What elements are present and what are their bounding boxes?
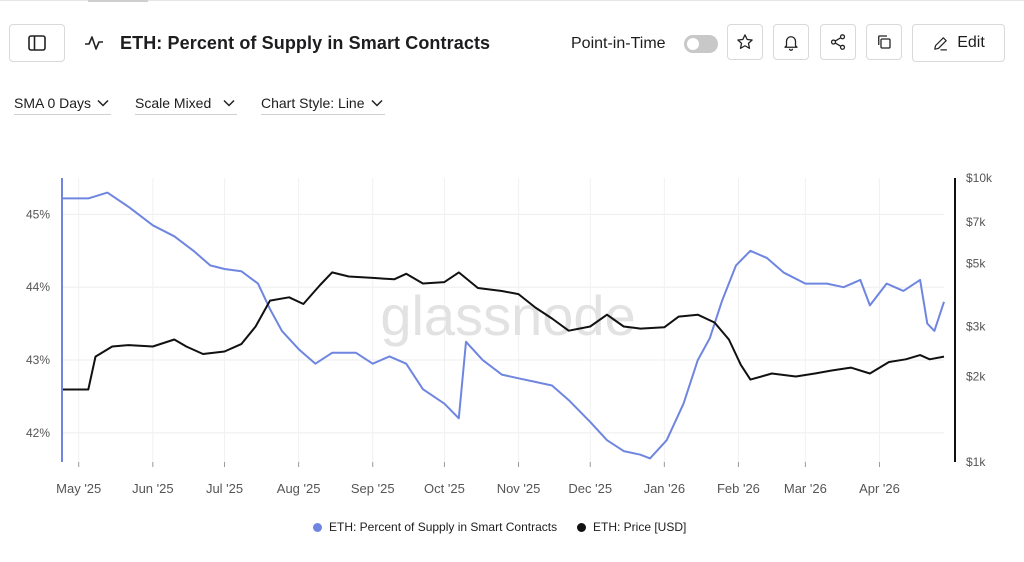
- chevron-down-icon: [370, 99, 383, 107]
- x-tick-label: Jan '26: [644, 481, 686, 496]
- toggle-knob: [687, 38, 699, 50]
- star-icon: [737, 34, 753, 49]
- chart-header: ETH: Percent of Supply in Smart Contract…: [0, 24, 1024, 66]
- sma-label: SMA 0 Days: [14, 95, 92, 111]
- x-tick-label: Jun '25: [132, 481, 174, 496]
- sidebar-icon: [28, 35, 46, 51]
- chart-plot[interactable]: glassnode 42%43%44%45% $1k$2k$3k$5k$7k$1…: [0, 160, 1024, 500]
- chart-style-label: Chart Style: Line: [261, 95, 365, 111]
- top-border: [0, 0, 1024, 1]
- chevron-down-icon: [97, 99, 109, 107]
- right-tick-label: $5k: [966, 256, 986, 270]
- favorite-button[interactable]: [727, 24, 763, 60]
- left-tick-label: 45%: [26, 207, 50, 221]
- x-tick-label: May '25: [56, 481, 101, 496]
- toggle-sidebar-button[interactable]: [9, 24, 65, 62]
- x-tick-label: Nov '25: [497, 481, 541, 496]
- legend-dot-supply: [313, 522, 322, 532]
- sma-dropdown[interactable]: SMA 0 Days: [14, 92, 112, 115]
- share-button[interactable]: [820, 24, 856, 60]
- left-tick-label: 44%: [26, 280, 50, 294]
- right-axis-ticks: $1k $2k $3k $5k $7k $10k: [966, 171, 993, 469]
- right-tick-label: $2k: [966, 370, 986, 384]
- chart-style-dropdown[interactable]: Chart Style: Line: [261, 92, 385, 115]
- copy-icon: [878, 35, 891, 49]
- legend-dot-price: [577, 522, 586, 532]
- grid-lines: [62, 178, 944, 462]
- supply-series-line: [62, 191, 945, 460]
- x-tick-label: Feb '26: [717, 481, 760, 496]
- series-lines: [62, 191, 945, 460]
- chevron-down-icon: [223, 99, 235, 107]
- right-tick-label: $1k: [966, 455, 986, 469]
- left-tick-label: 42%: [26, 426, 50, 440]
- chart-legend: ETH: Percent of Supply in Smart Contract…: [0, 520, 1024, 540]
- x-tick-label: Aug '25: [277, 481, 321, 496]
- bell-icon: [784, 36, 798, 51]
- scale-dropdown[interactable]: Scale Mixed: [135, 92, 238, 115]
- duplicate-button[interactable]: [866, 24, 902, 60]
- legend-label-supply: ETH: Percent of Supply in Smart Contract…: [329, 520, 558, 534]
- right-tick-label: $10k: [966, 171, 993, 185]
- x-tick-label: Mar '26: [784, 481, 827, 496]
- right-tick-label: $3k: [966, 319, 986, 333]
- point-in-time-toggle[interactable]: [684, 35, 718, 53]
- x-tick-label: Dec '25: [568, 481, 612, 496]
- x-tick-label: Sep '25: [351, 481, 395, 496]
- pulse-icon: [85, 36, 103, 50]
- legend-item-supply[interactable]: ETH: Percent of Supply in Smart Contract…: [313, 520, 557, 534]
- page-title: ETH: Percent of Supply in Smart Contract…: [120, 33, 491, 53]
- pencil-icon: [934, 36, 948, 50]
- x-tick-label: Jul '25: [206, 481, 243, 496]
- chart-controls: SMA 0 Days Scale Mixed Chart Style: Line: [0, 92, 1024, 116]
- x-tick-label: Apr '26: [859, 481, 900, 496]
- scale-label: Scale Mixed: [135, 95, 212, 111]
- left-tick-label: 43%: [26, 353, 50, 367]
- alert-button[interactable]: [773, 24, 809, 60]
- top-scroll-indicator: [88, 0, 148, 2]
- x-axis-ticks: May '25 Jun '25 Jul '25 Aug '25 Sep '25 Oct '…: [56, 462, 900, 496]
- price-series-line: [62, 271, 945, 391]
- right-tick-label: $7k: [966, 215, 986, 229]
- left-axis-ticks: 42% 43% 44% 45%: [26, 207, 50, 439]
- point-in-time-label: Point-in-Time: [571, 35, 666, 52]
- edit-button[interactable]: Edit: [912, 24, 1005, 62]
- x-tick-label: Oct '25: [424, 481, 465, 496]
- legend-label-price: ETH: Price [USD]: [593, 520, 687, 534]
- edit-label: Edit: [957, 34, 985, 51]
- watermark: glassnode: [380, 284, 635, 347]
- legend-item-price[interactable]: ETH: Price [USD]: [577, 520, 686, 534]
- share-icon: [830, 34, 846, 50]
